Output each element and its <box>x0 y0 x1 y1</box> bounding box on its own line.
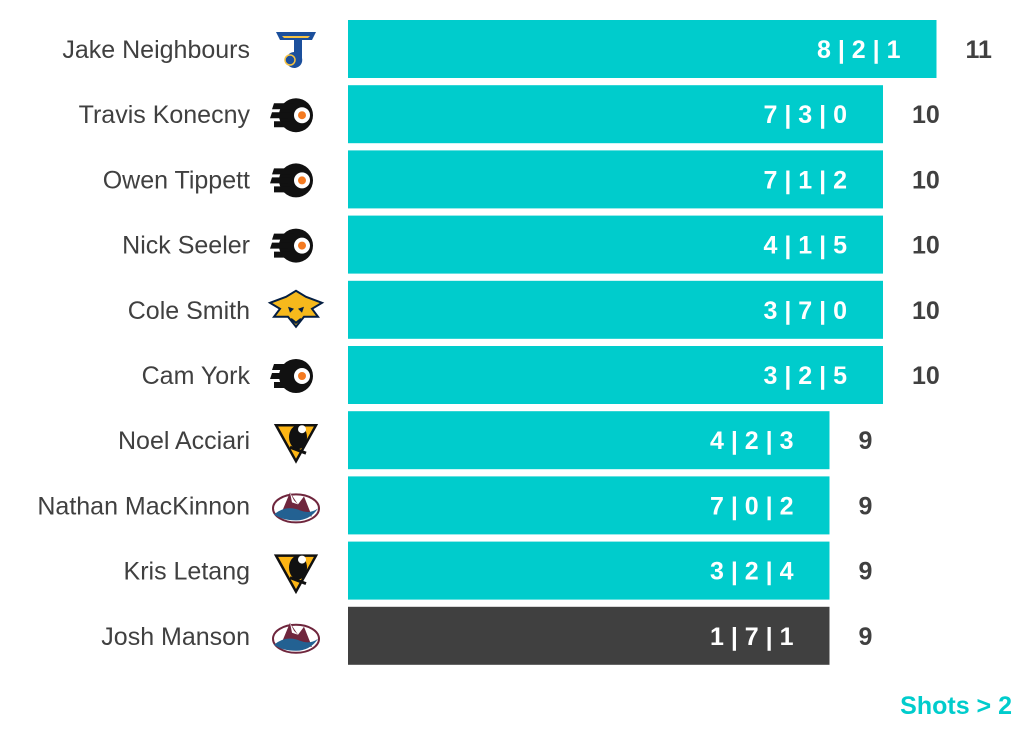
total-value-label: 10 <box>912 166 940 194</box>
total-value-label: 9 <box>859 427 873 455</box>
total-value-label: 11 <box>966 36 993 64</box>
breakdown-label: 4 | 2 | 3 <box>710 427 793 455</box>
bar <box>348 606 830 665</box>
bar <box>348 20 937 78</box>
bar <box>348 541 830 600</box>
bar <box>348 411 830 470</box>
player-name-label: Jake Neighbours <box>62 36 250 64</box>
predators-logo-icon <box>269 289 323 328</box>
breakdown-label: 7 | 0 | 2 <box>710 492 793 520</box>
player-name-label: Cam York <box>142 362 251 390</box>
player-name-label: Cole Smith <box>128 297 250 325</box>
bar <box>348 476 830 535</box>
bar <box>348 346 883 404</box>
blues-logo-icon <box>275 31 317 69</box>
bar <box>348 215 883 274</box>
total-value-label: 10 <box>912 297 940 325</box>
chart-annotation: Shots > 2 <box>900 692 1012 720</box>
bar <box>348 150 883 209</box>
player-name-label: Josh Manson <box>101 623 250 651</box>
breakdown-label: 7 | 1 | 2 <box>764 166 847 194</box>
breakdown-label: 3 | 2 | 4 <box>710 558 794 586</box>
total-value-label: 9 <box>859 492 873 520</box>
player-name-label: Nick Seeler <box>122 232 250 260</box>
breakdown-label: 3 | 2 | 5 <box>764 362 848 390</box>
flyers-logo-icon <box>270 98 313 133</box>
chart-rows: Jake Neighbours 8 | 2 | 1 11 Travis Konecny… <box>37 20 992 665</box>
total-value-label: 9 <box>859 558 873 586</box>
flyers-logo-icon <box>270 359 313 393</box>
breakdown-label: 8 | 2 | 1 <box>817 36 901 64</box>
player-name-label: Travis Konecny <box>79 101 251 129</box>
breakdown-label: 7 | 3 | 0 <box>764 101 847 129</box>
penguins-logo-icon <box>274 554 318 594</box>
flyers-logo-icon <box>270 163 313 198</box>
breakdown-label: 4 | 1 | 5 <box>764 232 848 260</box>
total-value-label: 10 <box>912 232 940 260</box>
total-value-label: 10 <box>912 101 940 129</box>
penguins-logo-icon <box>274 423 318 463</box>
avalanche-logo-icon <box>272 621 320 654</box>
player-name-label: Owen Tippett <box>103 166 250 194</box>
total-value-label: 9 <box>859 623 873 651</box>
breakdown-label: 1 | 7 | 1 <box>710 623 794 651</box>
bar <box>348 85 883 144</box>
player-name-label: Noel Acciari <box>118 427 250 455</box>
bar <box>348 280 883 339</box>
total-value-label: 10 <box>912 362 940 390</box>
player-name-label: Kris Letang <box>124 558 250 586</box>
avalanche-logo-icon <box>272 491 320 524</box>
breakdown-label: 3 | 7 | 0 <box>764 297 847 325</box>
player-name-label: Nathan MacKinnon <box>37 492 250 520</box>
flyers-logo-icon <box>270 228 313 263</box>
